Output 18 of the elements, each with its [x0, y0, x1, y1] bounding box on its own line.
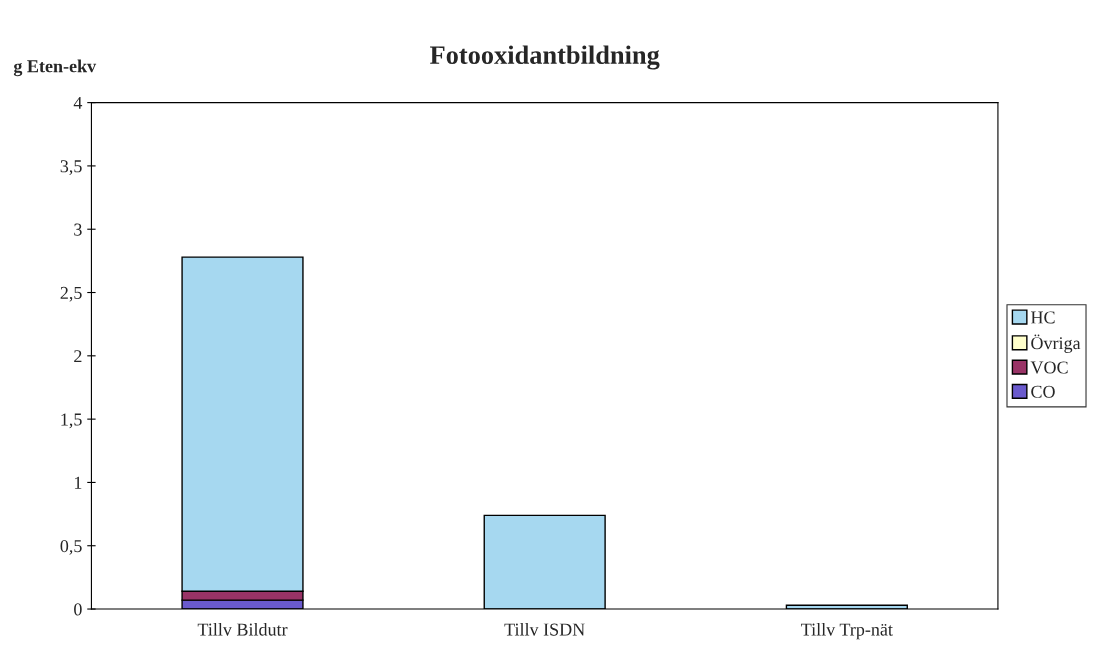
legend-label: CO [1031, 385, 1055, 398]
y-tick-label: 3 [74, 223, 82, 236]
y-tick-label: 0,5 [60, 539, 82, 555]
x-tick-label: Tillv Trp-nät [801, 622, 893, 640]
y-tick-label: 1 [74, 476, 82, 489]
y-tick-label: 2,5 [60, 286, 82, 302]
x-tick-label: Tillv Bildutr [197, 622, 288, 636]
chart-title: Fotooxidantbildning [430, 45, 660, 70]
legend-label: HC [1030, 311, 1055, 324]
y-tick-label: 3,5 [60, 160, 82, 175]
y-axis-title: g Eten-ekv [13, 59, 97, 77]
y-tick-label: 4 [73, 96, 83, 109]
y-tick-label: 1,5 [61, 413, 82, 429]
legend-label: VOC [1030, 361, 1068, 374]
y-tick-label: 0 [74, 603, 82, 616]
x-tick-label: Tillv ISDN [504, 622, 585, 636]
y-tick-label: 2 [74, 350, 82, 363]
legend-label: Övriga [1031, 334, 1081, 353]
